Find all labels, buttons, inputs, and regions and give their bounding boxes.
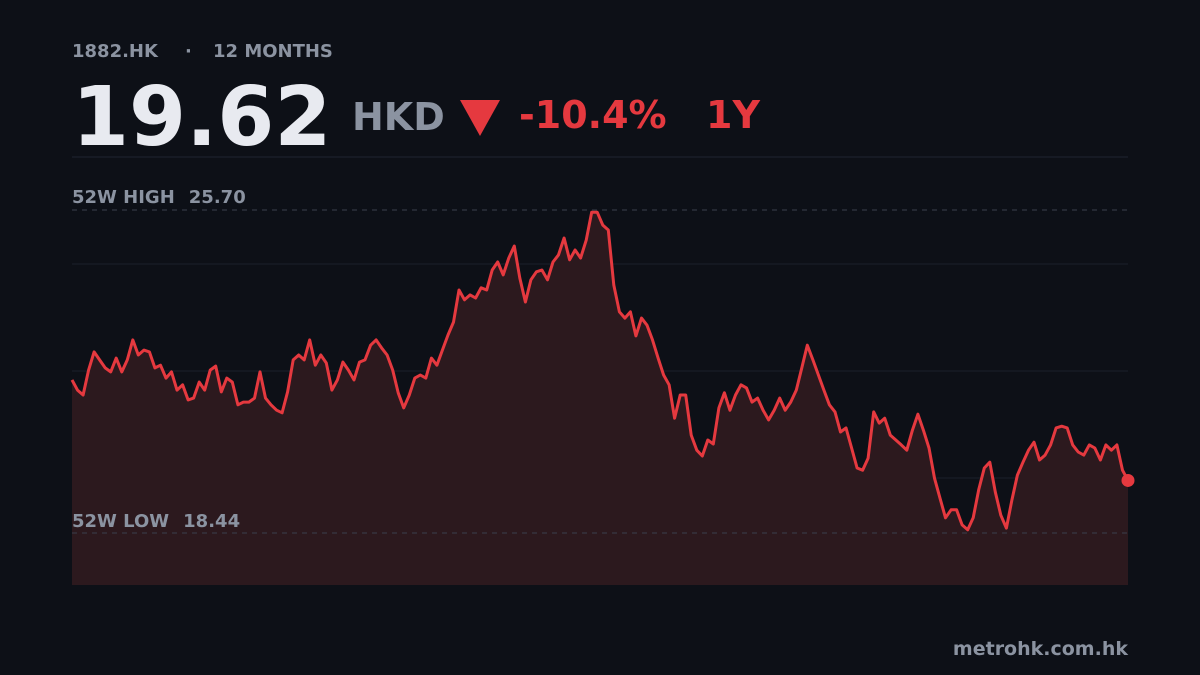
period: 12 MONTHS — [213, 41, 333, 62]
source: metrohk.com.hk — [953, 638, 1128, 660]
plot: 52W HIGH 25.70 52W LOW 18.44 — [70, 187, 1135, 585]
separator: · — [185, 41, 192, 62]
high-value: 25.70 — [189, 187, 246, 208]
last-point — [1121, 473, 1135, 487]
price: 19.62 — [72, 70, 331, 165]
low-label: 52W LOW — [72, 511, 169, 532]
change: -10.4% — [519, 93, 667, 137]
range: 1Y — [706, 93, 760, 137]
price-line — [70, 210, 1130, 532]
area — [72, 212, 1128, 585]
currency: HKD — [352, 95, 445, 139]
high-label: 52W HIGH — [72, 187, 175, 208]
low-value: 18.44 — [183, 511, 240, 532]
down-arrow — [460, 100, 500, 136]
ticker: 1882.HK — [72, 41, 159, 62]
